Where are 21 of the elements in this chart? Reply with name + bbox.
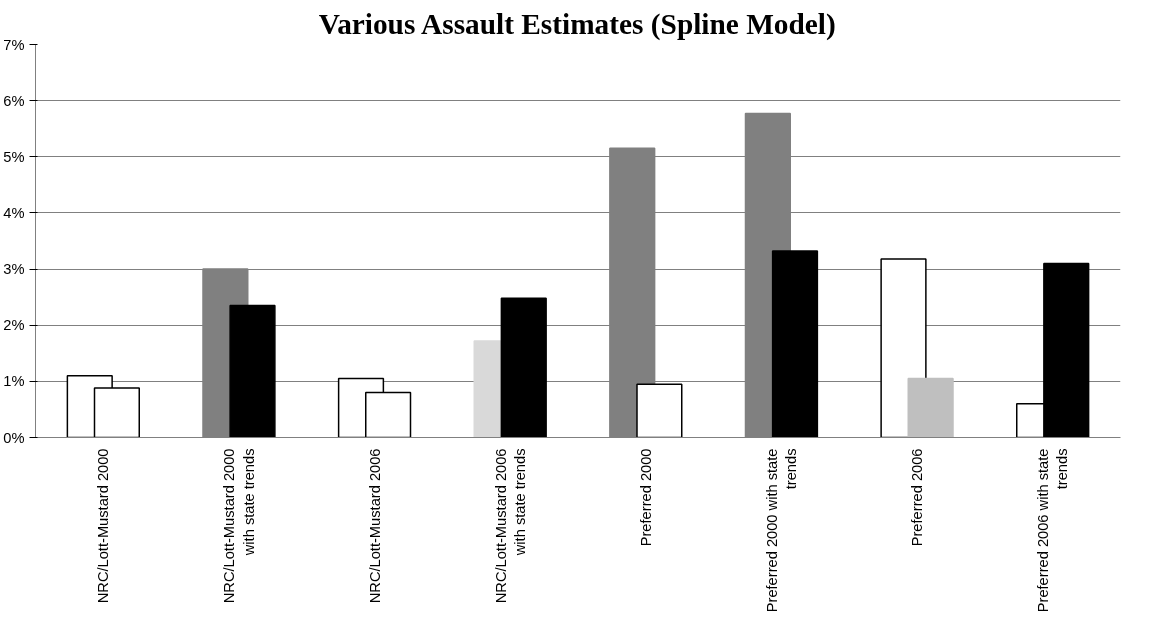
bar <box>907 377 954 438</box>
bar <box>771 250 819 438</box>
x-tick-label: Preferred 2000 with state trends <box>763 448 800 613</box>
x-tick-label: NRC/Lott-Mustard 2000 with state trends <box>221 448 257 604</box>
y-tick-label: 3% <box>3 261 25 278</box>
bar <box>500 297 547 438</box>
x-tick-label: Preferred 2006 <box>909 448 926 547</box>
chart-title: Various Assault Estimates (Spline Model) <box>318 7 836 41</box>
y-tick-label: 5% <box>3 148 25 165</box>
y-tick-label: 7% <box>3 36 25 53</box>
y-tick-label: 2% <box>3 317 25 334</box>
bar <box>229 304 276 438</box>
x-tick-label: NRC/Lott-Mustard 2006 <box>366 448 383 604</box>
y-tick-label: 0% <box>3 429 25 446</box>
x-tick-label: NRC/Lott-Mustard 2000 <box>95 448 112 604</box>
y-tick-label: 6% <box>3 92 25 109</box>
y-tick-label: 1% <box>3 373 25 390</box>
y-tick-label: 4% <box>3 204 25 221</box>
x-tick-label: Preferred 2000 <box>637 448 654 547</box>
x-tick-label: NRC/Lott-Mustard 2006 with state trends <box>492 448 528 604</box>
x-tick-label: Preferred 2006 with state trends <box>1035 448 1071 613</box>
